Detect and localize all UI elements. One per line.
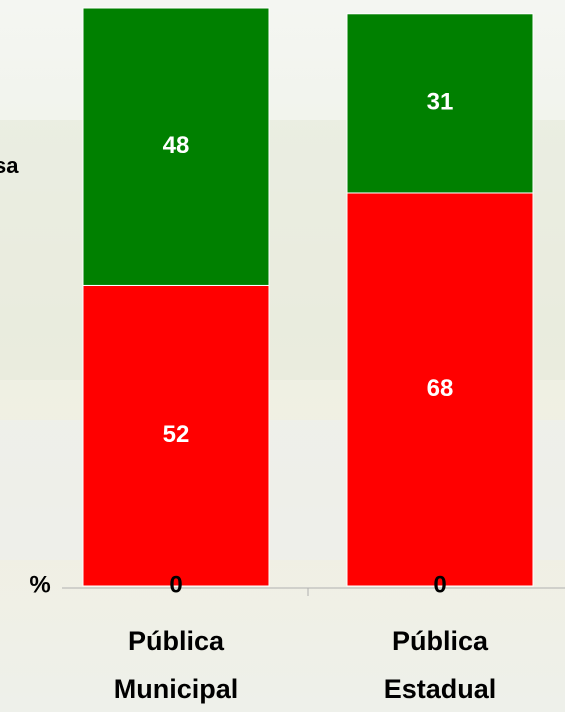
chart: % sa 0 52 48 0 68 31: [0, 0, 565, 712]
data-label: 0: [433, 571, 446, 598]
screenshot: % sa 0 52 48 0 68 31 Pública Municipal Pública…: [0, 0, 565, 712]
data-label: 48: [163, 132, 190, 159]
x-tick-label: Pública Estadual: [360, 617, 520, 712]
x-tick-label: Pública Municipal: [96, 617, 256, 712]
data-label: 31: [427, 89, 454, 116]
data-label: 0: [169, 571, 182, 598]
legend-fragment: sa: [0, 153, 19, 178]
data-label: 68: [427, 375, 454, 402]
y-axis-label: %: [29, 571, 50, 598]
data-label: 52: [163, 421, 190, 448]
